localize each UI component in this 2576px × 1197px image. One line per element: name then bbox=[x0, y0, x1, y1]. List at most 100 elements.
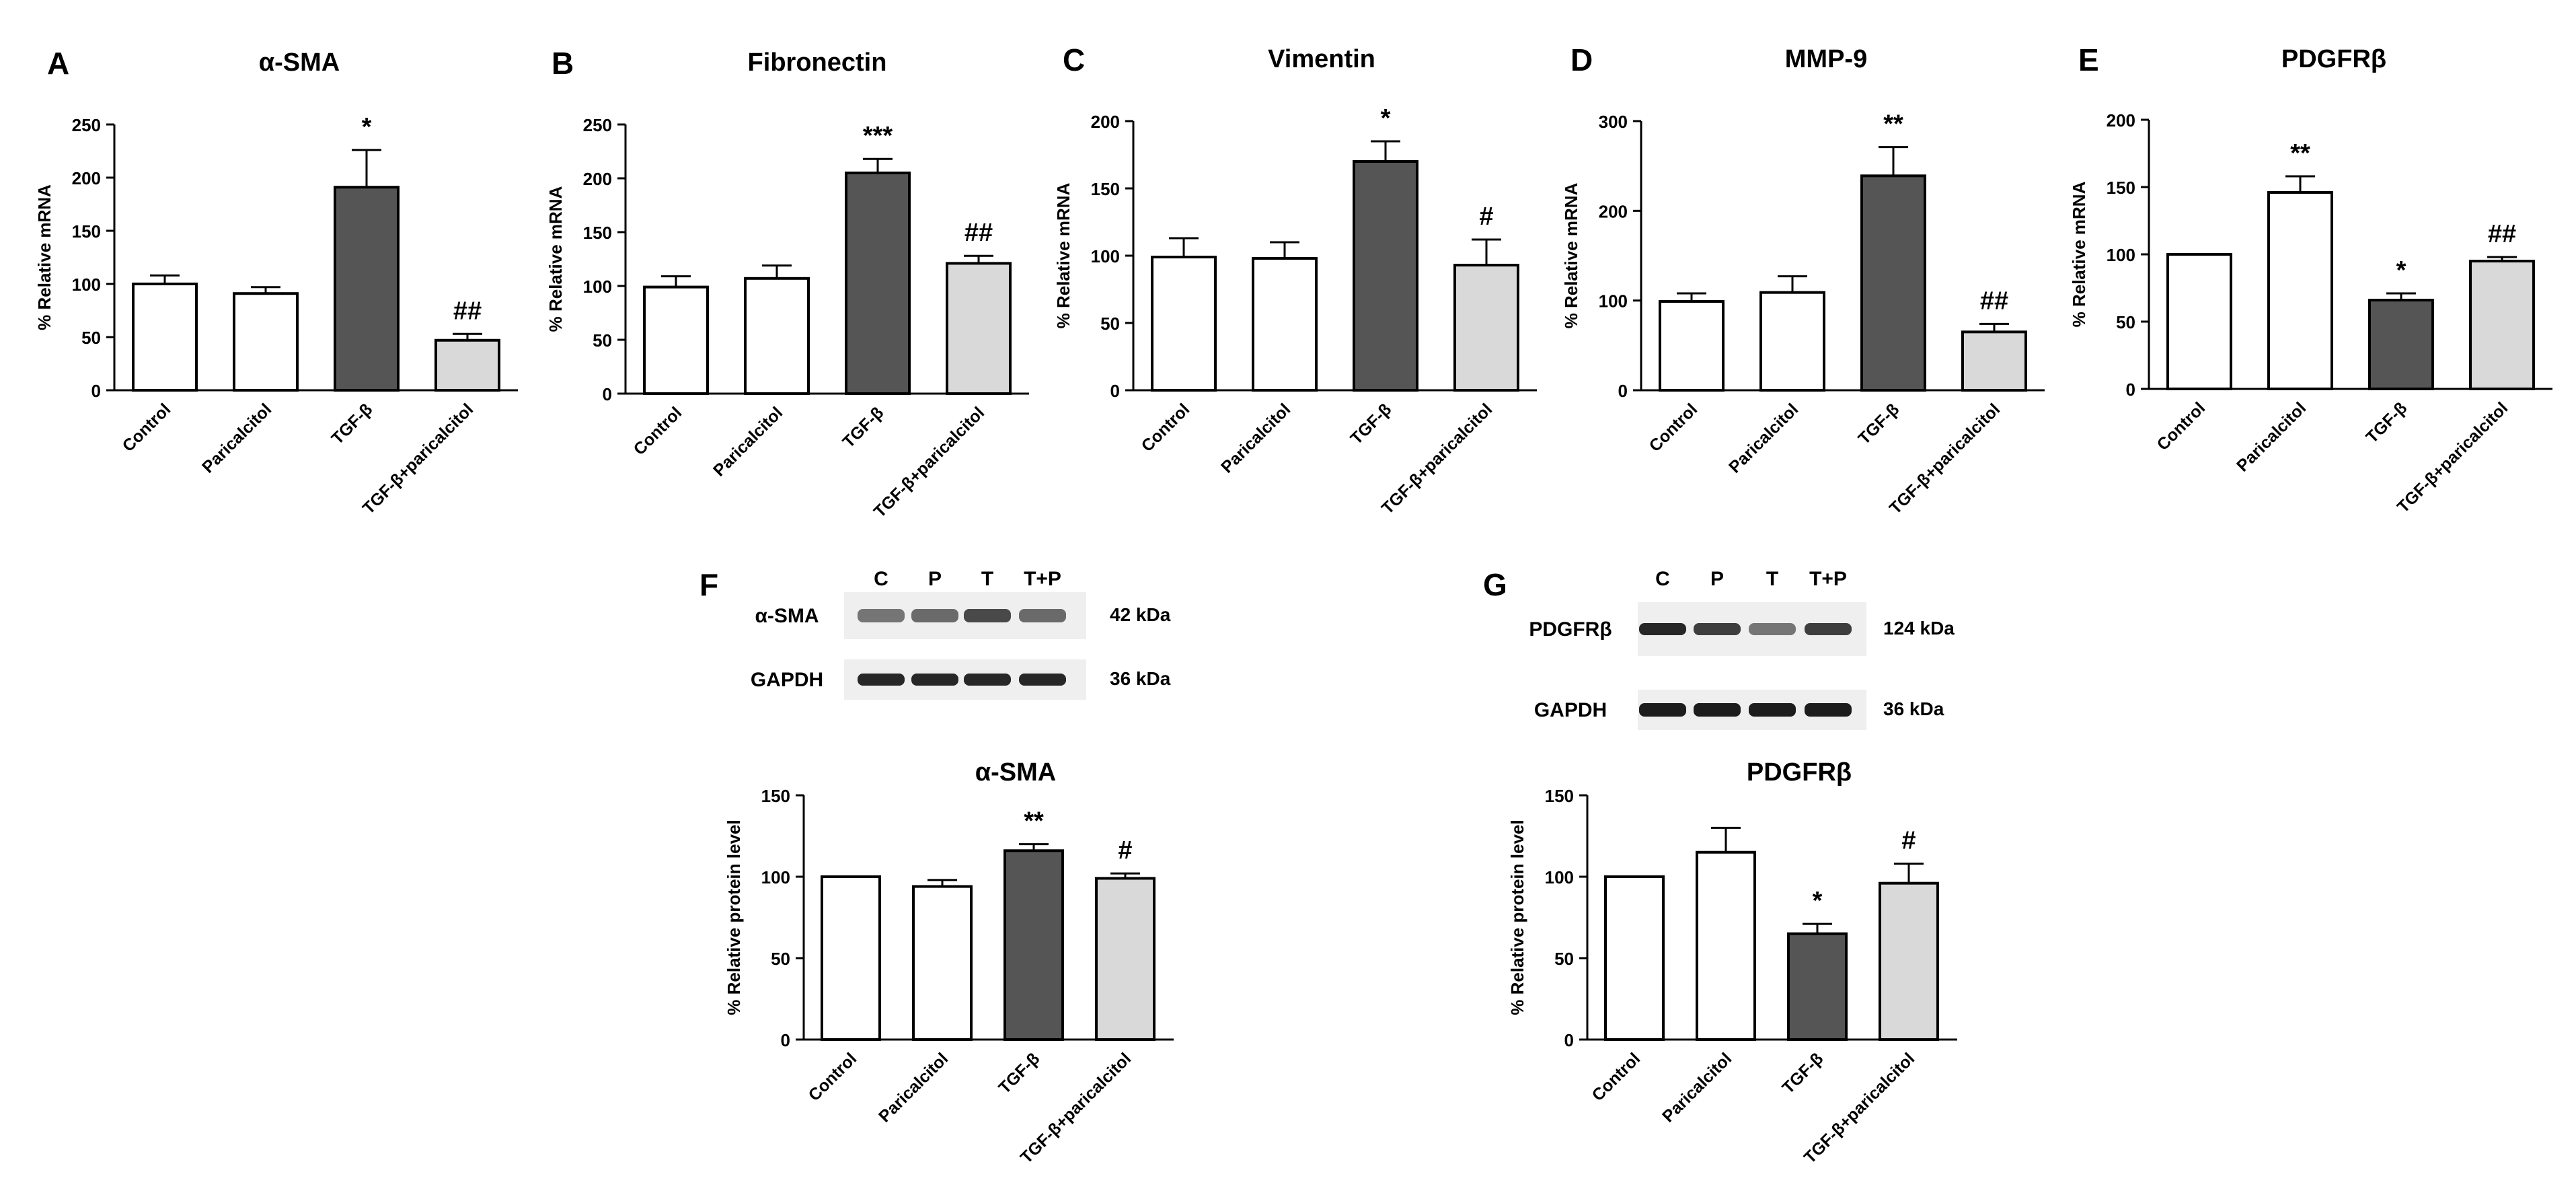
y-tick-label: 0 bbox=[603, 384, 612, 404]
y-tick-label: 150 bbox=[583, 223, 612, 243]
x-tick-label: TGF-β+paricalcitol bbox=[2394, 398, 2511, 516]
x-tick-label: TGF-β bbox=[2362, 398, 2411, 447]
y-tick-label: 100 bbox=[2107, 245, 2135, 265]
blot-band bbox=[1805, 703, 1852, 717]
blot-band bbox=[858, 609, 905, 622]
blot-band bbox=[964, 674, 1011, 686]
bar bbox=[434, 338, 500, 392]
y-tick-label: 100 bbox=[1091, 246, 1120, 266]
y-axis-label: % Relative mRNA bbox=[2069, 181, 2089, 327]
y-tick-label: 0 bbox=[91, 381, 101, 401]
lane-label: C bbox=[1655, 568, 1670, 590]
blot-row-label: GAPDH bbox=[1534, 699, 1607, 721]
bar bbox=[2368, 299, 2434, 390]
y-tick-label: 50 bbox=[81, 328, 101, 348]
significance-label: # bbox=[1479, 203, 1493, 231]
bar bbox=[2166, 253, 2232, 390]
significance-label: * bbox=[1813, 887, 1823, 915]
y-tick-label: 50 bbox=[771, 949, 790, 969]
panel-letter: G bbox=[1483, 567, 1507, 602]
significance-label: * bbox=[1381, 104, 1391, 133]
x-tick-label: Paricalcitol bbox=[1217, 400, 1294, 476]
y-tick-label: 100 bbox=[761, 867, 790, 887]
lane-label: T bbox=[981, 568, 993, 590]
chart-title: MMP-9 bbox=[1785, 45, 1867, 73]
y-tick-label: 150 bbox=[72, 221, 101, 242]
significance-label: # bbox=[1901, 827, 1916, 855]
x-tick-label: TGF-β bbox=[1347, 400, 1395, 448]
chart-title: PDGFRβ bbox=[2281, 45, 2386, 73]
x-tick-label: TGF-β bbox=[328, 400, 376, 448]
bar bbox=[2267, 191, 2333, 390]
y-tick-label: 0 bbox=[1564, 1030, 1574, 1050]
bar bbox=[1353, 160, 1418, 392]
bar bbox=[1659, 300, 1725, 392]
y-axis-label: % Relative protein level bbox=[724, 820, 744, 1015]
chart-title: PDGFRβ bbox=[1747, 758, 1852, 787]
significance-label: *** bbox=[863, 122, 893, 150]
bar bbox=[132, 283, 198, 392]
significance-label: ## bbox=[453, 297, 482, 325]
y-axis-label: % Relative mRNA bbox=[1053, 182, 1073, 328]
x-tick-label: TGF-β+paricalcitol bbox=[870, 403, 988, 521]
chart-G: PDGFRβ 0 50 100 150 % Relative protein level C… bbox=[1507, 758, 1957, 1167]
y-axis-label: % Relative mRNA bbox=[34, 184, 54, 330]
chart-title: Fibronectin bbox=[748, 48, 887, 77]
blot-band bbox=[1639, 623, 1686, 635]
bar bbox=[1696, 850, 1756, 1041]
y-tick-label: 200 bbox=[1091, 112, 1120, 132]
y-tick-label: 100 bbox=[583, 277, 612, 297]
panel-letter: A bbox=[47, 46, 69, 81]
x-tick-label: Control bbox=[805, 1049, 861, 1105]
blot-band bbox=[1019, 609, 1066, 622]
x-tick-label: Control bbox=[1589, 1049, 1644, 1105]
y-tick-label: 250 bbox=[72, 115, 101, 135]
x-tick-label: Paricalcitol bbox=[198, 400, 275, 476]
y-tick-label: 100 bbox=[1599, 291, 1628, 312]
significance-label: ## bbox=[1980, 287, 2008, 315]
y-tick-label: 100 bbox=[1545, 867, 1574, 887]
bar bbox=[1151, 256, 1217, 392]
x-tick-label: TGF-β+paricalcitol bbox=[1378, 400, 1496, 517]
panel-letter: E bbox=[2078, 42, 2099, 77]
bar bbox=[643, 285, 709, 395]
lane-label: C bbox=[874, 568, 888, 590]
bar bbox=[946, 262, 1012, 395]
y-tick-label: 150 bbox=[2107, 178, 2135, 198]
blot-band bbox=[1694, 623, 1741, 635]
significance-label: * bbox=[2396, 256, 2407, 285]
significance-label: ## bbox=[2488, 220, 2516, 248]
bar bbox=[1787, 932, 1848, 1041]
y-tick-label: 200 bbox=[583, 169, 612, 189]
blot-band bbox=[911, 609, 958, 622]
bar bbox=[821, 875, 881, 1041]
blot-kda-label: 124 kDa bbox=[1883, 618, 1955, 639]
blot-band bbox=[1749, 703, 1796, 717]
y-tick-label: 200 bbox=[1599, 201, 1628, 221]
bar bbox=[1604, 875, 1665, 1041]
y-tick-label: 50 bbox=[1554, 949, 1574, 969]
x-tick-label: TGF-β bbox=[995, 1049, 1043, 1097]
chart-F: α-SMA 0 50 100 150 % Relative protein level Co… bbox=[724, 758, 1174, 1167]
y-tick-label: 0 bbox=[1618, 381, 1628, 401]
blot-band bbox=[1019, 674, 1066, 686]
bar bbox=[1095, 877, 1156, 1042]
y-tick-label: 50 bbox=[1100, 314, 1120, 334]
bar bbox=[1453, 264, 1519, 392]
y-axis-label: % Relative protein level bbox=[1507, 820, 1527, 1015]
chart-E: E PDGFRβ 0 50 100 150 200 % Relative mRNA Contro… bbox=[2069, 42, 2552, 517]
y-tick-label: 0 bbox=[1110, 381, 1120, 401]
x-tick-label: Control bbox=[119, 400, 175, 456]
western-blot-F: F C P T T+P α-SMA 42 kDa GAPDH 36 kDa bbox=[699, 567, 1171, 700]
blot-band bbox=[1749, 623, 1796, 635]
lane-label: T bbox=[1766, 568, 1778, 590]
blot-band bbox=[858, 674, 905, 686]
bar bbox=[233, 292, 299, 392]
blot-band bbox=[1694, 703, 1741, 717]
significance-label: ## bbox=[964, 219, 993, 247]
y-tick-label: 0 bbox=[781, 1030, 790, 1050]
chart-C: C Vimentin 0 50 100 150 200 % Relative mRNA Cont… bbox=[1053, 42, 1537, 518]
y-tick-label: 250 bbox=[583, 115, 612, 135]
